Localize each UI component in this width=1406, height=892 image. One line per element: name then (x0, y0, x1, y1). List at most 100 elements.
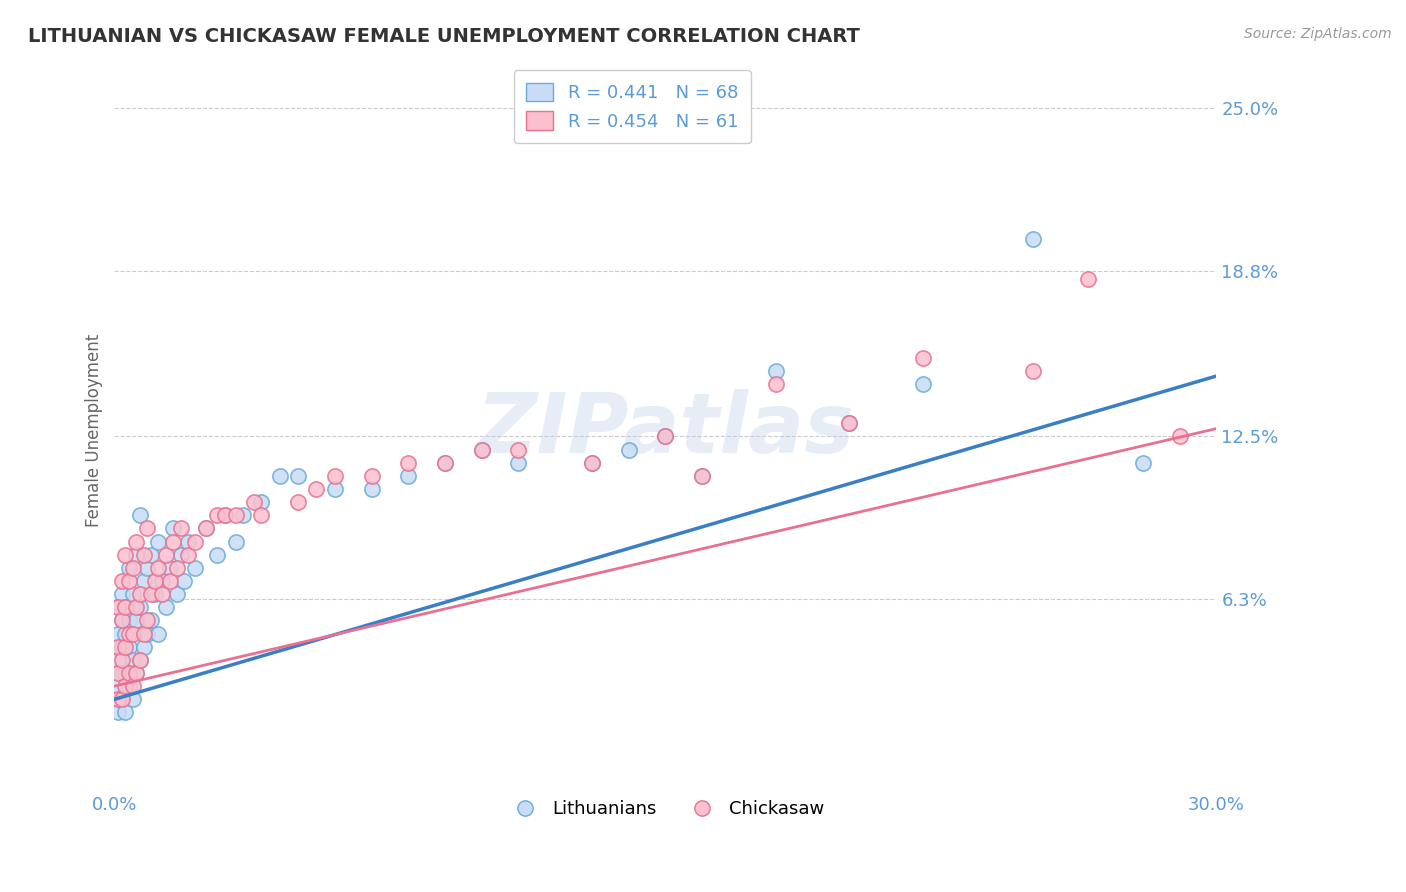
Point (125, 600, 148, 615)
Point (136, 521, 159, 535)
Point (162, 521, 184, 535)
Point (1022, 364, 1045, 378)
Point (162, 534, 184, 549)
Point (243, 495, 266, 509)
Point (1077, 272, 1099, 286)
Point (155, 600, 177, 615)
Point (107, 600, 129, 615)
Point (129, 653, 152, 667)
Point (107, 640, 129, 654)
Point (195, 521, 218, 535)
Point (111, 587, 134, 601)
Point (654, 429, 676, 443)
Point (148, 626, 170, 640)
Point (114, 666, 136, 681)
Point (360, 469, 382, 483)
Point (305, 482, 328, 496)
Point (159, 561, 181, 575)
Point (690, 469, 713, 483)
Point (107, 692, 129, 706)
Point (287, 495, 309, 509)
Point (173, 574, 195, 588)
Point (118, 561, 141, 575)
Point (471, 442, 494, 457)
Point (121, 561, 143, 575)
Point (132, 548, 155, 562)
Point (107, 626, 129, 640)
Point (136, 561, 159, 575)
Point (121, 679, 143, 693)
Point (214, 508, 236, 523)
Point (508, 442, 530, 457)
Text: LITHUANIAN VS CHICKASAW FEMALE UNEMPLOYMENT CORRELATION CHART: LITHUANIAN VS CHICKASAW FEMALE UNEMPLOYM… (28, 27, 860, 45)
Point (107, 600, 129, 615)
Point (143, 587, 166, 601)
Point (838, 417, 860, 431)
Point (177, 534, 200, 549)
Point (111, 653, 134, 667)
Point (129, 653, 152, 667)
Point (159, 574, 181, 588)
Point (323, 469, 346, 483)
Point (1132, 456, 1154, 470)
Point (207, 508, 229, 523)
Point (169, 548, 191, 562)
Point (114, 626, 136, 640)
Point (617, 442, 640, 457)
Point (118, 614, 141, 628)
Point (911, 376, 934, 391)
Point (508, 456, 530, 470)
Point (166, 587, 188, 601)
Point (690, 469, 713, 483)
Point (838, 417, 860, 431)
Point (136, 626, 159, 640)
Point (114, 679, 136, 693)
Point (225, 508, 247, 523)
Point (139, 614, 162, 628)
Point (111, 574, 134, 588)
Point (150, 574, 173, 588)
Point (121, 653, 143, 667)
Point (129, 508, 152, 523)
Point (396, 469, 419, 483)
Point (765, 364, 787, 378)
Point (111, 614, 134, 628)
Point (139, 587, 162, 601)
Y-axis label: Female Unemployment: Female Unemployment (86, 334, 103, 526)
Point (111, 640, 134, 654)
Point (166, 561, 188, 575)
Point (121, 587, 143, 601)
Point (114, 600, 136, 615)
Point (107, 679, 129, 693)
Point (129, 600, 152, 615)
Point (184, 561, 207, 575)
Point (111, 692, 134, 706)
Point (169, 521, 191, 535)
Point (1022, 232, 1045, 246)
Point (118, 574, 141, 588)
Point (118, 666, 141, 681)
Point (121, 692, 143, 706)
Point (654, 429, 676, 443)
Legend: Lithuanians, Chickasaw: Lithuanians, Chickasaw (499, 793, 831, 826)
Point (396, 456, 419, 470)
Point (434, 456, 457, 470)
Point (250, 508, 273, 523)
Point (111, 692, 134, 706)
Point (911, 351, 934, 365)
Text: Source: ZipAtlas.com: Source: ZipAtlas.com (1244, 27, 1392, 41)
Point (121, 626, 143, 640)
Point (125, 534, 148, 549)
Point (177, 548, 200, 562)
Point (148, 561, 170, 575)
Point (765, 376, 787, 391)
Point (360, 482, 382, 496)
Point (107, 706, 129, 720)
Point (111, 614, 134, 628)
Point (111, 666, 134, 681)
Point (434, 456, 457, 470)
Point (125, 548, 148, 562)
Point (1168, 429, 1191, 443)
Point (118, 640, 141, 654)
Point (471, 442, 494, 457)
